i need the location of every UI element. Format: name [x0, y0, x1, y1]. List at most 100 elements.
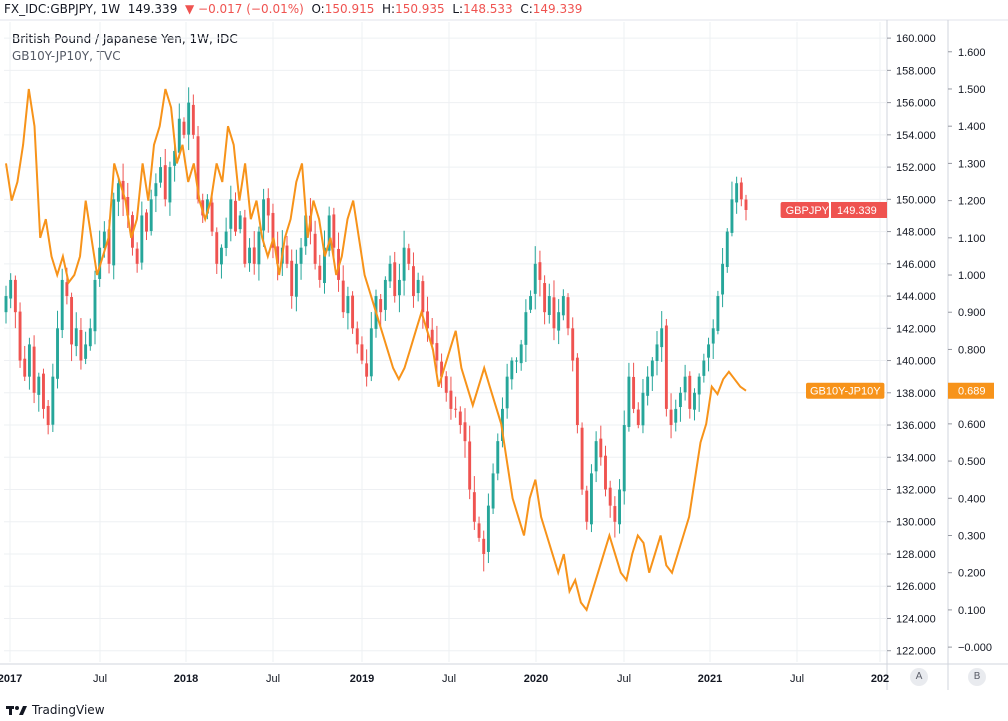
time-axis-tick-label: 2019: [350, 673, 374, 685]
candle-body: [205, 199, 209, 214]
left-axis-tick-label: 154.000: [896, 130, 936, 142]
candle-body: [116, 183, 120, 202]
candle-body: [618, 489, 621, 525]
candle-body: [543, 283, 547, 313]
candle-body: [294, 263, 298, 297]
candle-body: [173, 150, 177, 166]
candle-body: [238, 215, 242, 230]
candle-body: [290, 260, 294, 297]
candle-body: [351, 295, 355, 329]
right-axis-tick-label: 0.200: [958, 568, 986, 580]
high-value: 150.935: [395, 2, 445, 16]
candle-body: [472, 492, 476, 522]
spread-last-label-bg: [806, 382, 885, 399]
candle-body: [159, 167, 163, 183]
left-axis-tick-label: 134.000: [896, 452, 936, 464]
time-axis-tick-label: Jul: [93, 673, 107, 685]
candle-body: [538, 262, 542, 280]
right-axis-tick-label: 0.600: [958, 419, 986, 431]
brand-label: TradingView: [32, 703, 105, 717]
candle-body: [557, 312, 561, 331]
candle-body: [393, 262, 397, 297]
candle-body: [444, 376, 448, 393]
candle-body: [435, 343, 439, 361]
candle-body: [262, 199, 266, 231]
candle-body: [599, 438, 603, 458]
candle-body: [126, 197, 130, 216]
candle-body: [145, 212, 148, 232]
candle-body: [594, 441, 598, 472]
candle-body: [421, 281, 425, 313]
candle-body: [365, 363, 369, 377]
candle-body: [735, 183, 739, 203]
right-axis-tick-label: 0.900: [958, 307, 986, 319]
candle-body: [360, 344, 364, 361]
candle-body: [299, 247, 303, 264]
candle-body: [449, 390, 453, 409]
candle-body: [332, 214, 336, 248]
high-label: H:: [381, 2, 396, 16]
candle-body: [341, 280, 345, 313]
close-label: C:: [520, 2, 533, 16]
time-axis-tick-label: Jul: [266, 673, 280, 685]
open-label: O:: [311, 2, 325, 16]
candle-body: [575, 357, 579, 426]
candle-body: [407, 248, 411, 264]
candle-body: [266, 198, 270, 216]
legend-secondary[interactable]: GB10Y-JP10Y, TVC: [12, 49, 121, 63]
candle-body: [215, 232, 219, 264]
candle-body: [219, 247, 223, 265]
spread-last-value-bg: [948, 382, 994, 399]
close-value: 149.339: [532, 2, 583, 16]
candle-body: [664, 325, 668, 409]
candle-body: [18, 311, 22, 361]
price-value: 149.339: [127, 2, 178, 16]
candle-body: [32, 346, 36, 393]
candle-body: [13, 279, 17, 313]
candle-body: [463, 422, 467, 442]
candle-body: [716, 296, 720, 331]
candle-body: [271, 212, 275, 248]
candle-body: [730, 199, 734, 233]
down-arrow-icon: ▼: [184, 2, 195, 16]
candle-body: [402, 247, 406, 281]
right-axis-tick-label: 1.400: [958, 121, 986, 133]
legend-title[interactable]: British Pound / Japanese Yen, 1W, IDC: [12, 32, 238, 46]
candle-body: [608, 487, 612, 506]
candle-body: [482, 538, 486, 554]
candle-body: [88, 328, 92, 347]
tradingview-logo[interactable]: TradingView: [6, 703, 105, 717]
axis-b-button[interactable]: B: [968, 668, 986, 686]
right-axis-tick-label: 1.000: [958, 270, 986, 282]
candle-body: [318, 265, 322, 280]
candle-body: [93, 279, 97, 332]
right-axis-tick-label: 1.200: [958, 196, 986, 208]
right-axis-tick-label: −0.000: [958, 642, 992, 654]
candle-body: [65, 282, 69, 297]
left-axis-tick-label: 140.000: [896, 356, 936, 368]
candle-body: [529, 296, 533, 310]
candle-body: [660, 328, 664, 348]
candle-body: [650, 360, 654, 377]
candle-body: [346, 296, 350, 314]
candle-body: [561, 296, 565, 316]
time-axis-tick-label: 2017: [0, 673, 22, 685]
candle-body: [440, 361, 444, 377]
gbpjpy-last-label: GBPJPY: [786, 205, 830, 217]
time-axis-tick-label: 202: [871, 673, 889, 685]
left-axis-tick-label: 126.000: [896, 581, 936, 593]
left-axis-tick-label: 148.000: [896, 227, 936, 239]
candle-body: [369, 328, 373, 377]
candle-body: [604, 455, 607, 490]
candle-body: [589, 473, 593, 525]
candle-body: [51, 376, 55, 425]
left-axis-tick-label: 146.000: [896, 259, 936, 271]
candle-body: [683, 376, 687, 393]
candle-body: [163, 165, 167, 200]
axis-a-button[interactable]: A: [910, 668, 928, 686]
left-axis-tick-label: 136.000: [896, 420, 936, 432]
gbpjpy-last-value-bg: [831, 201, 887, 218]
candle-body: [585, 490, 589, 522]
right-axis-tick-label: 0.800: [958, 344, 986, 356]
